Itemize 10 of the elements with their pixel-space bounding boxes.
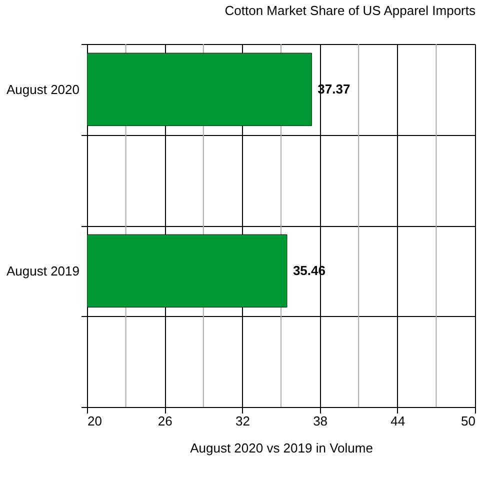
x-axis-title: August 2020 vs 2019 in Volume <box>190 440 373 456</box>
x-tick-label: 20 <box>88 414 102 428</box>
y-tick-label: August 2019 <box>6 263 80 278</box>
x-tick-label: 50 <box>461 414 476 428</box>
x-tick-label: 32 <box>235 414 250 428</box>
x-tick-label: 38 <box>313 414 328 428</box>
y-tick-label: August 2020 <box>6 82 80 97</box>
chart-title: Cotton Market Share of US Apparel Imports <box>224 3 476 18</box>
x-tick-label: 26 <box>158 414 172 428</box>
x-tick-label: 44 <box>390 414 406 428</box>
